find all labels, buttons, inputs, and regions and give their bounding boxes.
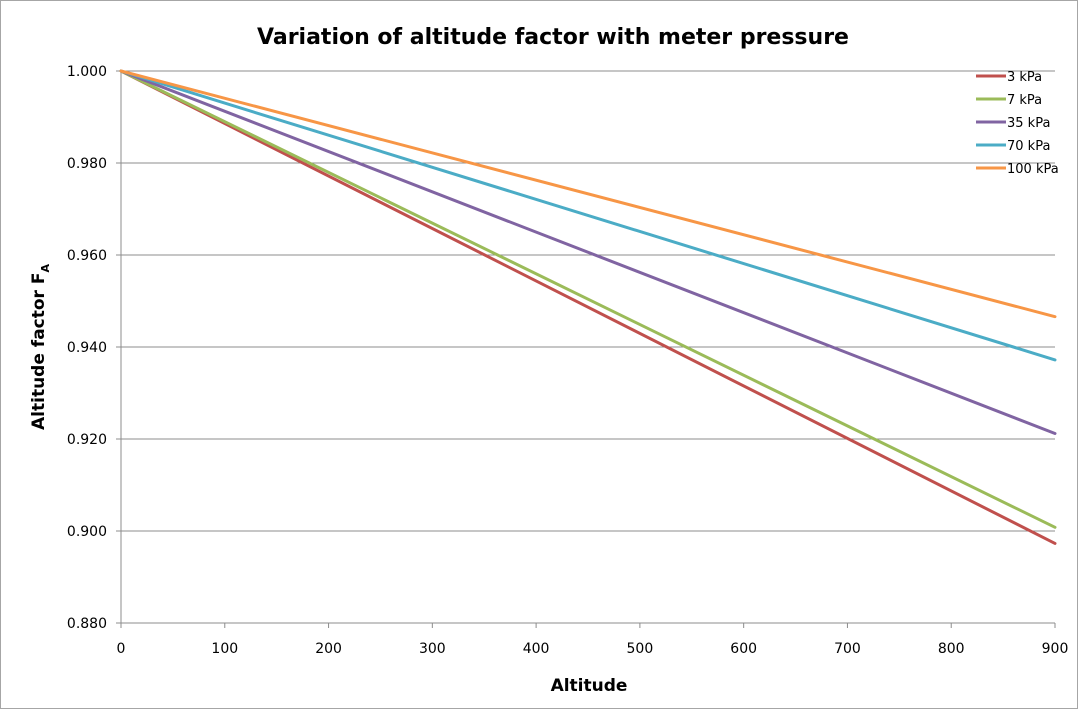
legend: 3 kPa 7 kPa 35 kPa 70 kPa 100 kPa xyxy=(976,70,1059,177)
series-line-7-kpa xyxy=(119,69,1057,529)
series-line-3-kpa xyxy=(119,69,1057,545)
legend-label: 70 kPa xyxy=(1007,139,1050,154)
series-line-70-kpa xyxy=(119,69,1057,362)
gridlines xyxy=(121,70,1055,532)
legend-label: 35 kPa xyxy=(1007,116,1050,131)
y-tick-label: 0.900 xyxy=(67,524,107,540)
x-tick-label: 900 xyxy=(1042,641,1069,657)
legend-label: 3 kPa xyxy=(1007,70,1042,85)
legend-label: 100 kPa xyxy=(1007,162,1059,177)
x-tick-label: 500 xyxy=(627,641,654,657)
axes xyxy=(116,70,1056,628)
chart-title: Variation of altitude factor with meter … xyxy=(257,25,849,50)
x-tick-label: 800 xyxy=(938,641,965,657)
x-tick-label: 400 xyxy=(523,641,550,657)
y-tick-label: 0.880 xyxy=(67,616,107,632)
y-tick-label: 0.960 xyxy=(67,248,107,264)
x-tick-label: 300 xyxy=(419,641,446,657)
series-lines xyxy=(119,69,1057,545)
x-tick-label: 100 xyxy=(211,641,238,657)
y-tick-label: 0.940 xyxy=(67,340,107,356)
x-axis-title: Altitude xyxy=(551,676,628,696)
x-tick-label: 0 xyxy=(117,641,126,657)
y-tick-label: 0.980 xyxy=(67,156,107,172)
x-tick-label: 200 xyxy=(315,641,342,657)
x-tick-label: 600 xyxy=(730,641,757,657)
y-axis-title-subscript: A xyxy=(39,264,52,273)
series-line-35-kpa xyxy=(119,69,1057,435)
y-tick-label: 0.920 xyxy=(67,432,107,448)
x-tick-label: 700 xyxy=(834,641,861,657)
legend-label: 7 kPa xyxy=(1007,93,1042,108)
y-tick-label: 1.000 xyxy=(67,64,107,80)
x-tick-labels: 0 100 200 300 400 500 600 700 800 900 xyxy=(117,641,1069,657)
y-axis-title-main: Altitude factor F xyxy=(29,273,49,430)
y-axis-title: Altitude factor FA xyxy=(29,264,52,430)
y-tick-labels: 1.000 0.980 0.960 0.940 0.920 0.900 0.880 xyxy=(67,64,107,632)
series-line-100-kpa xyxy=(119,69,1057,319)
